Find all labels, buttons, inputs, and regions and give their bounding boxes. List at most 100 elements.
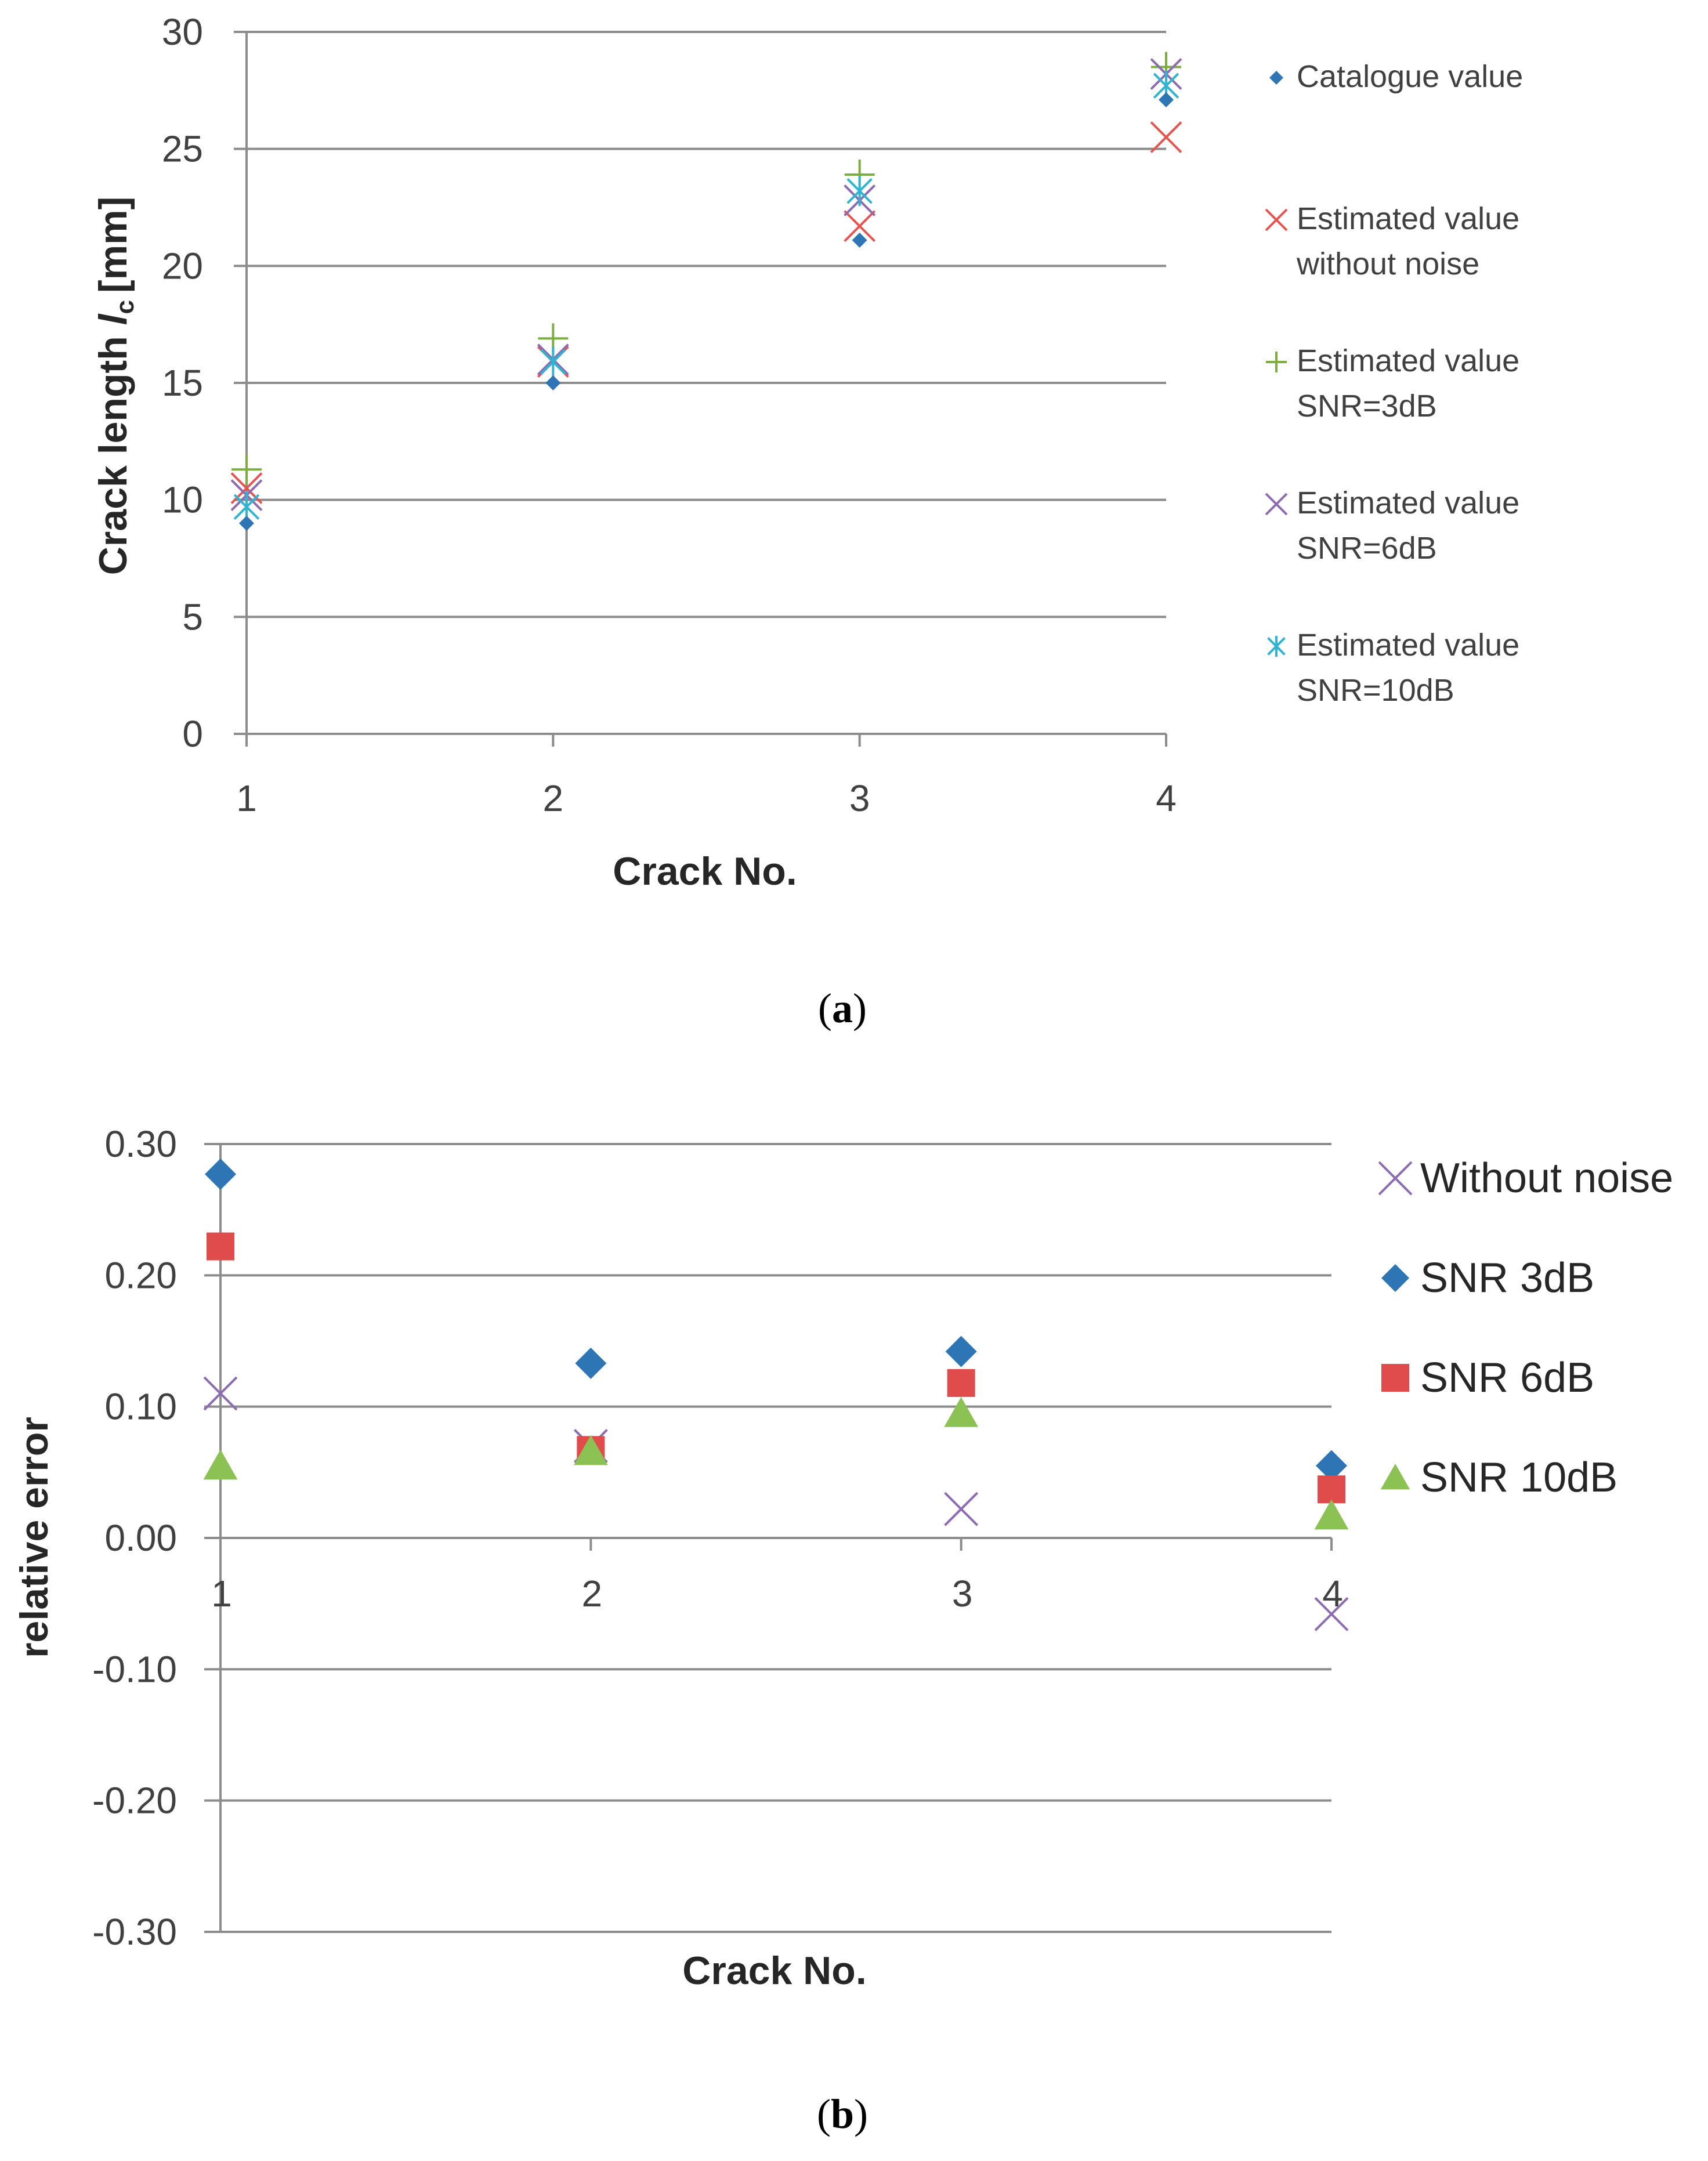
chart-b-legend: Without noise SNR 3dB SNR 6dB SNR 10dB [1378,1155,1673,1501]
chart-b-y-axis-title: relative error [12,1417,56,1658]
chart-b-x-tick: 3 [952,1573,973,1615]
chart-a-axes [245,32,1167,747]
chart-b-point [203,1376,238,1411]
chart-b-legend-label: Without noise [1420,1155,1673,1201]
chart-b-point [205,1159,236,1190]
chart-a-data-points [230,52,1182,531]
chart-b-legend-item: SNR 6dB [1381,1355,1594,1401]
chart-b-x-tick: 2 [582,1573,603,1615]
chart-b-y-tick: -0.20 [92,1780,177,1822]
chart-b-y-tick: 0.20 [104,1254,177,1296]
chart-a-y-axis-title: Crack length lc [mm] [91,197,139,575]
chart-b-legend-marker [1378,1161,1413,1196]
chart-b-y-tick: -0.30 [92,1911,177,1953]
chart-a-point [1150,121,1182,153]
chart-a-y-tick: 5 [182,596,203,638]
chart-a-legend-marker [1265,208,1288,231]
chart-b-gridlines [204,1143,1331,1933]
chart-b-y-tick: 0.00 [104,1517,177,1559]
chart-a-point [852,232,867,248]
chart-a-y-axis-unit: [mm] [91,197,135,293]
chart-a-legend-label: Estimated value [1297,343,1519,378]
chart-a-x-tick-labels: 1 2 3 4 [236,777,1177,819]
chart-a-legend-item: Estimated value SNR=3dB [1266,343,1519,423]
chart-a-legend-marker [1265,493,1288,516]
chart-a-y-tick: 15 [162,362,203,404]
chart-b-y-tick-labels: -0.30 -0.20 -0.10 0.00 0.10 0.20 0.30 [92,1123,177,1953]
chart-a-legend: Catalogue value Estimated value without no… [1265,59,1523,708]
chart-b-point [944,1396,979,1427]
chart-a-legend-item: Estimated value without noise [1265,201,1519,281]
chart-b-legend-label: SNR 3dB [1420,1255,1594,1301]
chart-b-point [573,1435,608,1465]
chart-b-legend-label: SNR 10dB [1420,1454,1617,1501]
chart-b-point [207,1232,234,1261]
chart-a-legend-marker [1269,71,1283,85]
chart-b-legend-item: Without noise [1378,1155,1673,1201]
chart-a-point [540,346,566,377]
chart-a-y-axis-symbol: l [91,313,135,325]
chart-a-x-tick: 4 [1156,777,1177,819]
chart-b-legend-marker [1380,1464,1410,1490]
chart-b-point [947,1369,975,1397]
chart-b-y-tick: 0.10 [104,1386,177,1428]
chart-b-legend-label: SNR 6dB [1420,1355,1594,1401]
caption-a: (a) [818,985,867,1031]
chart-a-y-tick: 20 [162,245,203,287]
chart-a-legend-marker [1267,636,1286,657]
chart-b-y-tick: -0.10 [92,1648,177,1690]
chart-a-legend-item: Estimated value SNR=6dB [1265,486,1519,566]
caption-b: (b) [817,2091,868,2137]
chart-a-gridlines [234,31,1166,735]
chart-b-data-points [203,1159,1349,1631]
chart-a-point [846,176,873,207]
chart-a-point [239,516,254,531]
caption-a-label: a [832,985,853,1031]
chart-a-legend-label: Estimated value [1297,486,1519,520]
chart-a-y-axis-title-text: Crack length [91,336,135,575]
chart-a-y-tick-labels: 0 5 10 15 20 25 30 [162,11,203,755]
chart-a-x-axis-title: Crack No. [613,849,797,893]
chart-a-x-tick: 1 [236,777,257,819]
chart-a-x-tick: 2 [543,777,564,819]
caption-b-label: b [831,2091,854,2137]
chart-b-point [1318,1475,1345,1504]
chart-a-legend-label: Estimated value [1297,201,1519,236]
chart-a-legend-label: Estimated value [1297,628,1519,663]
chart-b-point [944,1492,979,1526]
chart-b-axes [219,1144,1333,1932]
chart-b-x-axis-title: Crack No. [682,1949,866,1993]
chart-a-legend-label: SNR=3dB [1297,389,1437,423]
chart-a-x-tick: 3 [849,777,870,819]
chart-a-legend-label: SNR=10dB [1297,673,1454,708]
chart-a-legend-item: Estimated value SNR=10dB [1267,628,1519,708]
chart-a-legend-label: SNR=6dB [1297,531,1437,566]
chart-a-point [844,210,876,242]
chart-a-legend-label: without noise [1296,247,1479,281]
chart-a-y-tick: 10 [162,479,203,521]
chart-a-y-tick: 25 [162,128,203,170]
chart-a-point [231,454,262,485]
chart-b-y-tick: 0.30 [104,1123,177,1165]
chart-b-point [1314,1597,1349,1631]
chart-b-point [945,1335,977,1367]
chart-b-legend-item: SNR 3dB [1381,1255,1594,1301]
chart-b-point [575,1347,607,1379]
chart-b-point [203,1449,238,1480]
chart-b-legend-marker [1381,1364,1409,1392]
chart-a: 0 5 10 15 20 25 30 1 2 3 4 Crack No. Crack length… [91,11,1523,893]
chart-a-legend-label: Catalogue value [1297,59,1523,94]
chart-b-point [1314,1499,1349,1530]
chart-b-legend-item: SNR 10dB [1380,1454,1617,1501]
chart-a-legend-marker [1266,352,1287,372]
chart-b-x-tick: 1 [211,1573,232,1615]
chart-a-point [1159,92,1174,107]
chart-a-y-axis-subscript: c [111,300,139,314]
chart-b-point [1316,1450,1347,1482]
chart-b-legend-marker [1381,1264,1409,1292]
chart-a-y-tick: 30 [162,11,203,53]
chart-a-y-tick: 0 [182,713,203,755]
